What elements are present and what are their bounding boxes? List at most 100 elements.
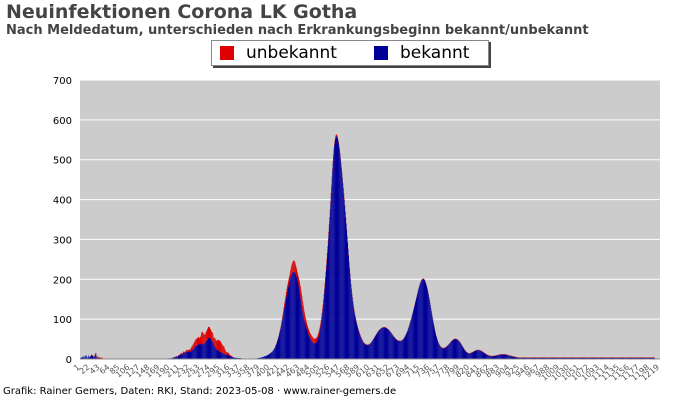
bar-unbekannt [348,261,350,263]
bar-bekannt [320,327,321,359]
bar-bekannt [408,327,409,359]
bar-bekannt [83,357,84,359]
bar-bekannt [648,357,649,359]
bar-bekannt [235,357,237,359]
bar-bekannt [339,154,341,359]
bar-bekannt [83,355,85,359]
bar-bekannt [571,357,573,359]
bar-unbekannt [344,198,345,200]
bar-unbekannt [195,339,197,346]
bar-bekannt [466,352,468,359]
bar-unbekannt [301,296,303,308]
bar-bekannt [540,357,542,359]
bar-bekannt [426,286,427,359]
bar-unbekannt [293,260,295,273]
bar-bekannt [90,355,92,359]
bar-unbekannt [303,305,304,316]
bar-bekannt [455,339,457,359]
bar-bekannt [585,357,586,359]
bar-bekannt [405,335,407,359]
bar-bekannt [294,272,296,359]
bar-bekannt [505,354,506,359]
bar-unbekannt [290,267,292,277]
bar-bekannt [609,357,611,359]
bar-bekannt [407,329,409,359]
bar-bekannt [479,350,480,359]
bar-unbekannt [307,326,309,332]
bar-bekannt [385,327,387,359]
bar-bekannt [365,344,367,359]
bar-bekannt [212,341,213,359]
bar-bekannt [309,337,310,359]
bar-bekannt [314,343,315,359]
bar-bekannt [577,357,578,359]
bar-bekannt [439,345,440,359]
bar-unbekannt [186,350,188,352]
bar-bekannt [548,357,549,359]
bar-bekannt [652,357,653,359]
bar-bekannt [190,351,192,359]
bar-unbekannt [213,337,214,344]
bar-bekannt [384,327,386,359]
bar-unbekannt [214,337,216,347]
bar-unbekannt [352,296,353,298]
bar-unbekannt [205,331,207,342]
bar-bekannt [363,343,365,359]
y-tick-label: 600 [53,116,72,127]
bar-bekannt [268,354,270,359]
bar-bekannt [558,357,559,359]
bar-bekannt [404,337,406,359]
bar-bekannt [550,357,552,359]
legend-item-bekannt: bekannt [374,43,469,63]
bar-bekannt [303,318,305,359]
bar-unbekannt [202,331,203,344]
bar-bekannt [574,357,575,359]
bar-bekannt [552,357,554,359]
bar-bekannt [312,341,313,359]
bar-bekannt [343,194,345,359]
bar-bekannt [606,357,607,359]
bar-bekannt [418,288,419,359]
bar-bekannt [541,357,543,359]
bar-bekannt [453,339,454,359]
bar-bekannt [315,343,317,359]
bar-unbekannt [362,339,363,341]
bar-bekannt [489,355,491,359]
bar-bekannt [322,312,323,359]
bar-bekannt [377,332,378,359]
bar-unbekannt [96,356,98,358]
bar-bekannt [369,343,371,359]
bar-unbekannt [356,324,358,326]
bar-bekannt [650,357,652,359]
bar-bekannt [360,337,362,359]
bar-unbekannt [282,316,283,320]
bar-bekannt [307,331,309,359]
bar-bekannt [311,340,312,359]
bar-bekannt [422,279,423,359]
bar-bekannt [293,272,294,359]
bar-bekannt [324,287,326,359]
bar-bekannt [339,150,340,359]
bar-bekannt [502,354,503,359]
bar-bekannt [371,341,373,359]
bar-bekannt [436,337,437,359]
bar-bekannt [193,349,194,359]
bar-bekannt [216,349,217,359]
bar-bekannt [224,354,226,359]
bar-bekannt [454,339,456,359]
bar-bekannt [366,345,368,359]
bar-bekannt [561,357,563,359]
bar-bekannt [523,357,525,359]
bar-bekannt [549,357,550,359]
bar-unbekannt [328,224,330,228]
bar-bekannt [306,327,307,359]
bar-bekannt [411,318,412,359]
bar-bekannt [389,331,390,359]
bar-bekannt [338,143,339,359]
bar-unbekannt [320,319,322,324]
bar-unbekannt [190,348,191,352]
bar-bekannt [310,339,312,359]
bar-bekannt [639,357,641,359]
bar-bekannt [376,333,378,359]
bar-bekannt [632,357,634,359]
